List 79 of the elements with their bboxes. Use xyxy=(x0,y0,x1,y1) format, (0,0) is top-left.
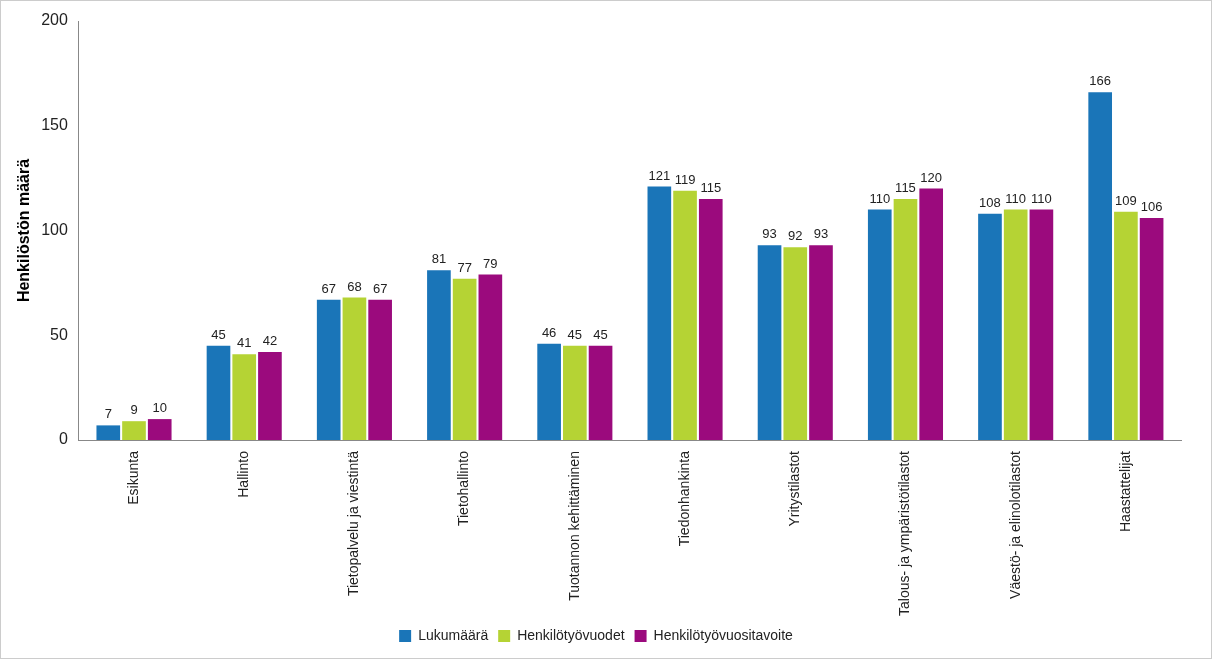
x-tick-label: Tuotannon kehittäminen xyxy=(565,451,582,601)
bar xyxy=(427,270,451,441)
bar xyxy=(96,425,121,441)
bar xyxy=(316,299,341,441)
y-tick-label: 150 xyxy=(41,116,68,134)
x-tick-label: Esikunta xyxy=(124,450,141,505)
bar xyxy=(452,278,477,441)
data-label: 110 xyxy=(1005,190,1027,206)
bar xyxy=(563,345,587,441)
bar xyxy=(647,186,672,441)
x-tick-label: Tietopalvelu ja viestintä xyxy=(345,450,362,597)
bar xyxy=(1139,217,1164,441)
bar xyxy=(919,188,944,441)
data-label: 67 xyxy=(321,280,336,296)
x-tick-label: Tiedonhankinta xyxy=(675,450,692,547)
bar xyxy=(893,199,918,441)
data-label: 45 xyxy=(211,326,226,342)
y-tick-label: 50 xyxy=(50,325,68,343)
data-label: 120 xyxy=(920,169,943,185)
y-tick-label: 200 xyxy=(41,11,68,29)
data-label: 77 xyxy=(457,259,472,275)
x-tick-label: Tietohallinto xyxy=(455,450,472,527)
x-tick-label: Hallinto xyxy=(235,450,252,498)
data-label: 79 xyxy=(483,255,498,271)
data-label: 110 xyxy=(869,190,891,206)
data-label: 119 xyxy=(674,171,696,187)
bar xyxy=(809,245,833,441)
bar xyxy=(673,190,697,441)
data-label: 108 xyxy=(979,194,1001,210)
data-label: 106 xyxy=(1140,199,1163,215)
bar xyxy=(1003,209,1028,441)
y-axis-title: Henkilöstön määrä xyxy=(15,158,33,303)
bar xyxy=(698,199,723,441)
bar xyxy=(478,274,503,441)
bar xyxy=(122,421,146,441)
data-label: 93 xyxy=(762,226,777,242)
data-label: 46 xyxy=(541,324,557,340)
data-label: 121 xyxy=(648,167,671,183)
data-label: 166 xyxy=(1089,73,1112,89)
x-tick-label: Yritystilastot xyxy=(786,450,803,527)
data-label: 45 xyxy=(567,326,583,342)
legend-label: Lukumäärä xyxy=(418,626,489,643)
bar xyxy=(1114,211,1138,441)
data-label: 41 xyxy=(236,335,252,351)
legend-label: Henkilötyövuositavoite xyxy=(653,626,794,643)
bar xyxy=(232,354,257,441)
data-label: 81 xyxy=(431,251,447,267)
data-label: 7 xyxy=(104,406,112,422)
data-label: 110 xyxy=(1031,190,1052,206)
bar xyxy=(1029,209,1054,441)
x-tick-label: Talous- ja ympäristötilastot xyxy=(896,450,913,616)
data-label: 93 xyxy=(813,226,829,242)
data-label: 45 xyxy=(593,326,608,342)
data-label: 10 xyxy=(152,400,167,416)
y-tick-label: 100 xyxy=(41,220,68,238)
data-label: 109 xyxy=(1115,192,1137,208)
y-tick-label: 0 xyxy=(58,430,68,448)
bar xyxy=(537,343,561,441)
bar xyxy=(206,345,231,441)
data-label: 92 xyxy=(788,228,803,244)
bar xyxy=(147,419,172,441)
bar xyxy=(1088,92,1113,441)
bar xyxy=(588,345,613,441)
legend-label: Henkilötyövuodet xyxy=(517,626,625,643)
bar xyxy=(258,352,282,441)
data-label: 9 xyxy=(130,402,138,418)
data-label: 42 xyxy=(262,333,278,349)
bar xyxy=(867,209,892,441)
data-label: 115 xyxy=(895,180,916,196)
data-label: 115 xyxy=(700,180,722,196)
bar xyxy=(342,297,367,441)
x-tick-label: Väestö- ja elinolotilastot xyxy=(1006,450,1023,599)
bar xyxy=(783,247,808,441)
data-label: 67 xyxy=(372,280,388,296)
bar xyxy=(368,299,392,441)
x-tick-label: Haastattelijat xyxy=(1116,450,1133,532)
data-label: 68 xyxy=(347,278,362,294)
bar xyxy=(757,245,782,441)
bar xyxy=(978,213,1002,441)
